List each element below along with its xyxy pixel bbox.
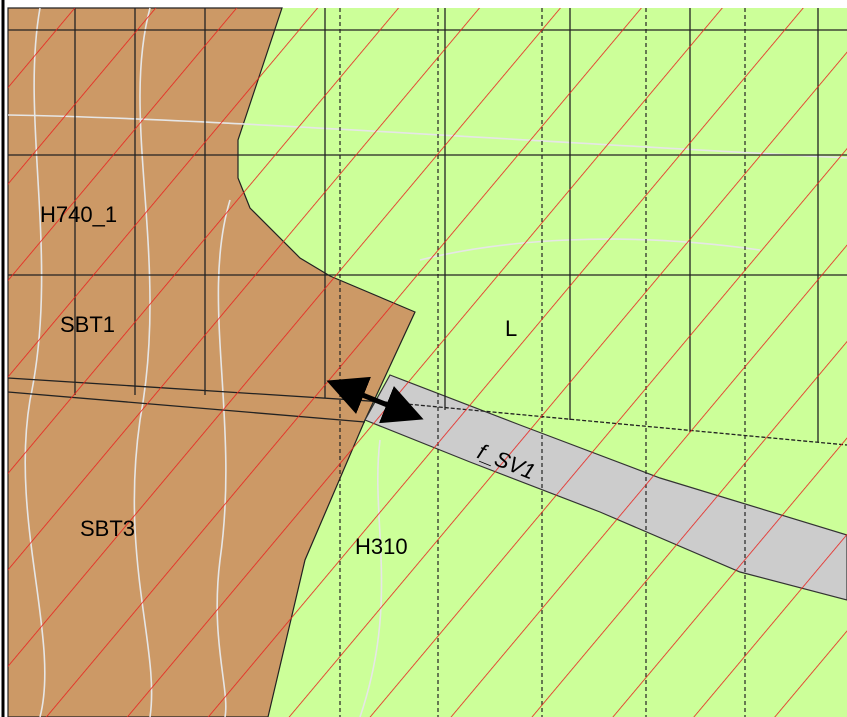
zone-label: H310 [355,534,408,559]
zone-label: H740_1 [40,202,117,227]
double-arrow [326,376,424,424]
hatching [8,8,847,717]
zone-label: L [505,316,517,341]
zone-label: SBT1 [60,312,115,337]
zone-label: SBT3 [80,516,135,541]
